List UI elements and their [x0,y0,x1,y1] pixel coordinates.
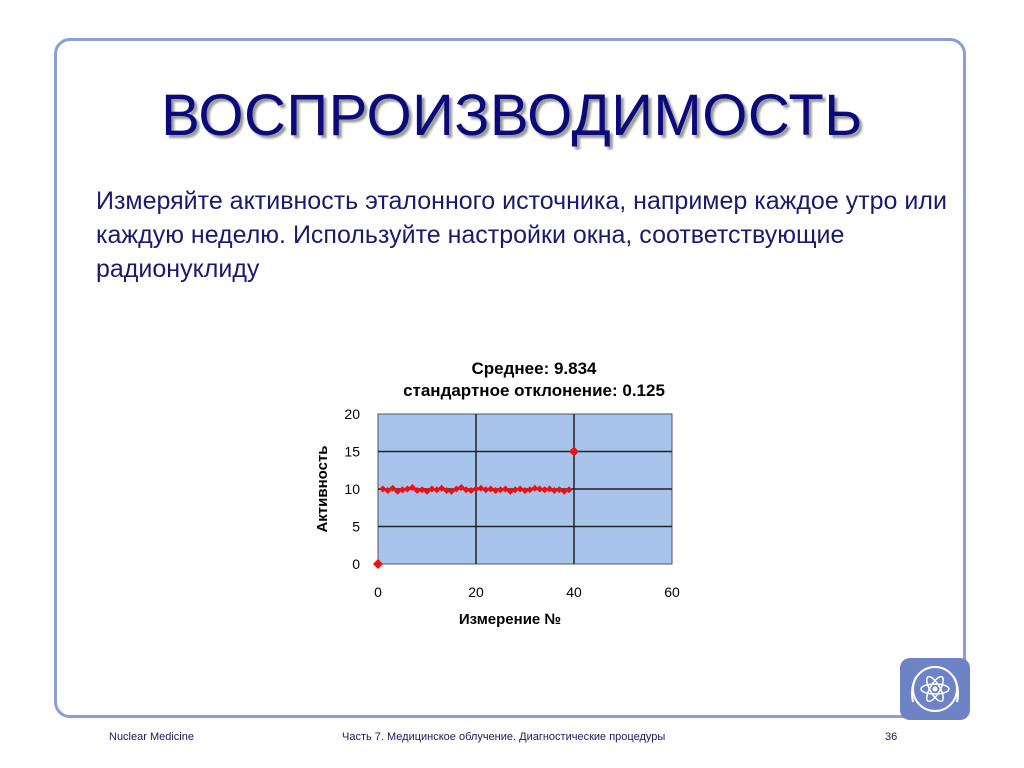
footer-page-number: 36 [885,731,898,743]
atom-laurel-icon [911,666,959,712]
y-tick-label: 5 [352,519,360,535]
data-point [448,487,455,495]
footer-center: Часть 7. Медицинское облучение. Диагност… [342,731,666,743]
data-point [389,484,397,492]
data-point [550,487,558,494]
chart-title-line-2: стандартное отклонение: 0.125 [403,381,665,400]
data-point [472,485,480,493]
x-tick-label: 60 [664,584,680,600]
data-point [565,486,573,494]
data-point [569,446,579,457]
data-point [462,486,470,494]
iaea-logo-icon [900,658,970,720]
data-point [413,487,421,494]
data-point [531,484,539,492]
x-tick-label: 40 [566,584,582,600]
data-point [521,487,529,494]
x-tick-label: 20 [468,584,484,600]
data-point [399,486,406,494]
footer-left: Nuclear Medicine [109,731,194,743]
data-point [501,485,509,493]
slide-body-text: Измеряйте активность эталонного источник… [96,187,947,283]
y-tick-label: 20 [344,406,360,422]
y-tick-label: 15 [344,444,360,460]
chart: Среднее: 9.834 стандартное отклонение: 0… [314,359,680,628]
data-point [423,487,431,495]
slide-frame [54,38,966,718]
y-tick-label: 0 [352,556,360,572]
data-point [384,487,392,494]
data-point [482,486,490,494]
data-point [511,486,519,494]
chart-title-line-1: Среднее: 9.834 [471,359,597,378]
data-point [394,487,402,495]
y-tick-label: 10 [344,481,360,497]
slide-title: ВОСПРОИЗВОДИМОСТЬ [161,83,863,148]
data-point [457,484,465,491]
x-tick-label: 0 [374,584,382,600]
y-axis-label: Активность [314,445,331,532]
data-point [443,487,451,494]
data-point [541,486,549,494]
data-point [487,485,495,493]
data-point [438,484,446,492]
data-point [497,486,504,494]
data-point [408,484,416,491]
data-point [428,485,436,493]
data-point [526,486,534,494]
data-point [536,485,544,493]
x-axis-label: Измерение № [459,611,561,628]
data-point [373,559,383,569]
data-point [492,487,500,494]
